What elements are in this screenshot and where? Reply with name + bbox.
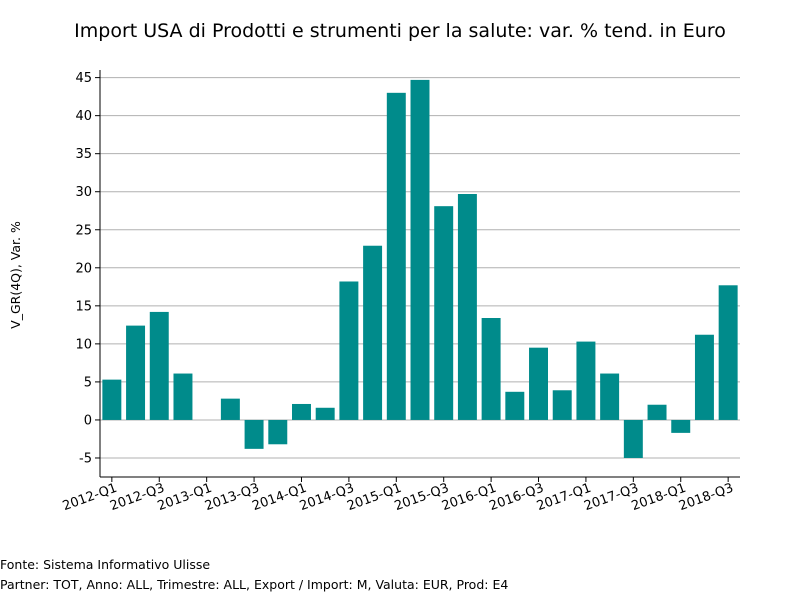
- bar-2015-Q3: [434, 206, 454, 420]
- bar-2016-Q1: [481, 318, 501, 420]
- y-tick-label: 20: [75, 261, 92, 276]
- y-axis-label: V_GR(4Q), Var. %: [8, 221, 23, 329]
- bar-2017-Q1: [576, 341, 596, 420]
- bar-2012-Q1: [102, 379, 122, 420]
- bar-2013-Q4: [268, 419, 288, 445]
- bar-2017-Q3: [623, 419, 643, 458]
- bar-series: [102, 79, 738, 458]
- y-tick-label: -5: [79, 451, 92, 466]
- bar-2018-Q2: [694, 334, 714, 420]
- chart-title: Import USA di Prodotti e strumenti per l…: [74, 20, 726, 42]
- bar-2018-Q1: [671, 419, 691, 433]
- y-tick-label: 30: [75, 185, 92, 200]
- bar-2012-Q3: [149, 311, 169, 420]
- x-tick-label: 2018-Q3: [677, 481, 735, 515]
- bar-2016-Q3: [529, 347, 548, 420]
- y-tick-label: 0: [84, 413, 92, 428]
- bar-2017-Q2: [600, 373, 620, 420]
- bar-2015-Q1: [386, 92, 406, 420]
- bar-2014-Q4: [363, 245, 383, 420]
- y-tick-label: 40: [75, 109, 92, 124]
- bar-2012-Q2: [126, 325, 146, 420]
- bar-2017-Q4: [647, 404, 667, 420]
- bar-2014-Q3: [339, 281, 359, 420]
- bar-2014-Q1: [292, 403, 311, 420]
- bar-2013-Q2: [220, 398, 240, 420]
- footer-source: Fonte: Sistema Informativo Ulisse: [0, 557, 211, 572]
- bar-2018-Q3: [718, 285, 738, 420]
- bar-2016-Q4: [552, 390, 572, 420]
- footer-meta: Partner: TOT, Anno: ALL, Trimestre: ALL,…: [0, 577, 509, 592]
- bar-2015-Q2: [410, 79, 430, 420]
- y-tick-label: 45: [75, 71, 92, 86]
- y-tick-label: 35: [75, 147, 92, 162]
- bar-2013-Q3: [244, 419, 264, 449]
- bar-2016-Q2: [505, 391, 525, 420]
- bar-2012-Q4: [173, 373, 193, 420]
- y-tick-label: 5: [84, 375, 92, 390]
- bar-2014-Q2: [315, 407, 335, 420]
- y-tick-label: 15: [75, 299, 92, 314]
- y-tick-label: 10: [75, 337, 92, 352]
- bar-2015-Q4: [457, 194, 477, 420]
- y-tick-label: 25: [75, 223, 92, 238]
